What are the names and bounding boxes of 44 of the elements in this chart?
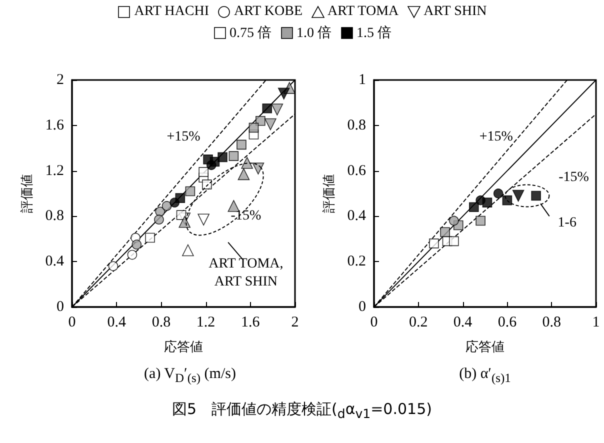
x-tick-label: 0.4 <box>453 314 473 330</box>
y-tick-label: 0.8 <box>45 208 64 224</box>
annotation: -15% <box>558 170 590 186</box>
annotation: +15% <box>166 129 201 144</box>
legend-label: ART TOMA <box>328 4 399 20</box>
x-tick-label: 0 <box>68 314 76 330</box>
y-tick-label: 2 <box>56 72 64 88</box>
annotation: -15% <box>230 208 262 224</box>
y-tick-label: 1.2 <box>45 162 64 179</box>
legend-label: 1.0 倍 <box>296 24 332 42</box>
x-axis-title: 応答値 <box>164 339 203 355</box>
x-tick-label: 0.6 <box>498 314 518 330</box>
x-tick-label: 0 <box>370 314 378 330</box>
text: (b) α′$_{(s)1}$ <box>458 366 512 386</box>
y-tick-label: 0.6 <box>347 162 366 179</box>
legend-label: ART KOBE <box>234 4 303 20</box>
text: (a) V$_{D}$′$_{(s)}$ (m/s) <box>143 366 237 386</box>
y-tick-label: 0.8 <box>347 117 366 134</box>
x-tick-label: 0.2 <box>409 314 428 330</box>
legend-label: 0.75 倍 <box>230 24 272 42</box>
y-tick-label: 0.4 <box>45 254 64 270</box>
y-axis-title: 評価値 <box>20 174 35 213</box>
x-tick-label: 0.8 <box>542 314 561 330</box>
annotation: 1-6 <box>558 216 576 231</box>
legend-label: ART SHIN <box>424 4 487 20</box>
legend-label: ART HACHI <box>134 4 209 20</box>
y-tick-label: 1 <box>358 72 366 88</box>
y-tick-label: 0 <box>358 299 366 315</box>
x-tick-label: 1.2 <box>196 314 216 330</box>
y-axis-title: 評価値 <box>322 174 337 213</box>
caption: 図5 評価値の精度検証($_{d}$α$_{v1}$=0.015) <box>171 400 433 421</box>
x-tick-label: 0.8 <box>152 314 171 330</box>
y-tick-label: 1.6 <box>45 117 64 134</box>
annotation: +15% <box>479 129 514 144</box>
x-tick-label: 2 <box>291 314 299 330</box>
annotation: ART TOMA, ART SHIN <box>208 256 284 290</box>
x-tick-label: 1 <box>592 314 600 330</box>
y-tick-label: 0.2 <box>347 254 366 270</box>
legend-label: 1.5 倍 <box>356 24 392 42</box>
x-axis-title: 応答値 <box>466 339 504 355</box>
y-tick-label: 0 <box>56 299 64 315</box>
y-tick-label: 0.4 <box>347 208 366 224</box>
x-tick-label: 1.6 <box>241 314 260 330</box>
x-tick-label: 0.4 <box>107 314 126 330</box>
